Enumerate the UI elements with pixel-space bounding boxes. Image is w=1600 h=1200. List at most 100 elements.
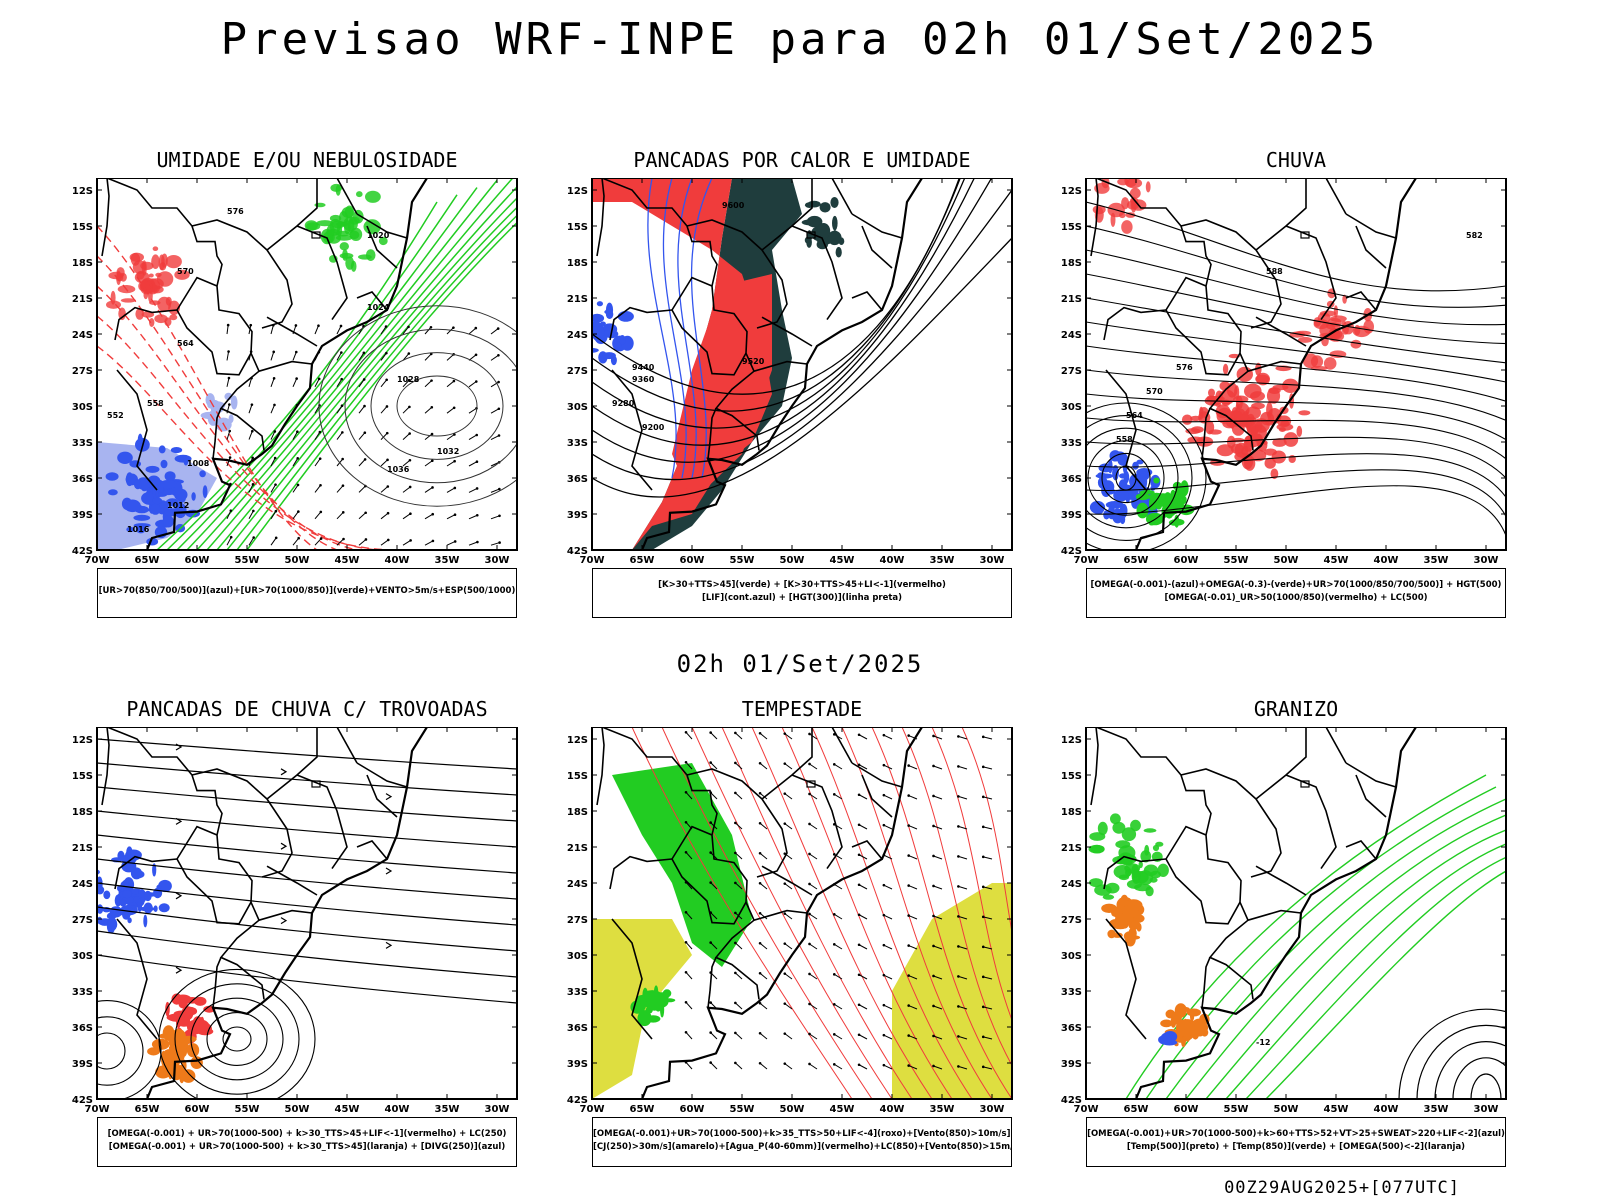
wind850-vector-head [783, 1002, 787, 1005]
wind850-vector-head [981, 1065, 985, 1069]
border-line [596, 178, 605, 257]
wind-vector [490, 542, 500, 546]
streamline-loop [206, 1012, 268, 1066]
wind-vector-head [474, 353, 478, 357]
border-line [671, 309, 747, 376]
wind850-vector-head [808, 882, 811, 886]
wind850-vector-head [857, 853, 861, 857]
wind850-vector [958, 1065, 968, 1070]
lat-tick-label: 30S [72, 951, 93, 962]
streamline [1086, 225, 1506, 308]
wind-vector-head [452, 406, 456, 410]
wind-vector-head [452, 326, 455, 329]
wind850-vector-head [734, 1031, 737, 1035]
wind-vector [380, 352, 387, 361]
wind-vector-head [229, 535, 233, 539]
lat-tick-label: 36S [567, 1023, 588, 1034]
wind-vector [490, 435, 500, 441]
wind-vector [402, 459, 411, 467]
wind-vector-head [497, 434, 501, 437]
lc850-contour [961, 727, 1012, 936]
wind-vector-head [386, 458, 389, 462]
wind-vector-head [274, 483, 277, 486]
streamline [97, 882, 517, 926]
wind-vector-head [341, 511, 345, 514]
wind850-vector [759, 882, 768, 890]
wind850-vector [759, 822, 768, 830]
wind850-vector [685, 881, 693, 890]
wind850-vector [834, 883, 843, 890]
wind850-vector [759, 732, 768, 740]
wind850-vector [908, 765, 918, 770]
wind-vector-head [273, 403, 276, 407]
wind-vector-head [317, 324, 320, 327]
wind850-vector [908, 1035, 918, 1040]
lon-tick-label: 45W [335, 1104, 360, 1115]
wind-vector-head [497, 380, 500, 384]
wind850-vector-head [758, 851, 762, 855]
wind-vector-head [364, 511, 367, 515]
lon-tick-label: 65W [630, 1104, 655, 1115]
border-line [356, 840, 388, 860]
border-line [1095, 727, 1254, 1000]
border-line [212, 441, 216, 459]
wind-vector [490, 354, 499, 361]
wind-vector [292, 537, 300, 546]
contour-label: 570 [177, 267, 194, 276]
wind-vector [314, 458, 321, 467]
wind-vector-head [384, 325, 388, 328]
lon-tick-label: 30W [485, 555, 510, 566]
wind850-vector [834, 1033, 843, 1040]
lon-tick-label: 65W [135, 1104, 160, 1115]
wind850-vector [784, 943, 793, 950]
streamline [1086, 321, 1506, 383]
wind850-vector-head [932, 854, 935, 858]
border-line [601, 178, 760, 451]
wind850-vector-head [783, 1062, 787, 1065]
wind850-vector-head [832, 913, 836, 916]
wind850-vector-head [981, 975, 985, 979]
wind850-vector [933, 915, 943, 920]
panel-title-pancadas-trovoadas: PANCADAS DE CHUVA C/ TROVOADAS [126, 697, 488, 721]
contour-label: 1016 [127, 525, 150, 534]
wind850-vector [834, 973, 843, 980]
wind850-vector-head [808, 912, 811, 916]
wind850-vector-head [907, 824, 910, 827]
wind850-vector [883, 794, 893, 800]
wind850-vector-head [734, 941, 737, 945]
wind-vector [380, 432, 388, 440]
wind850-vector-head [932, 1004, 935, 1008]
hgt500-contour [1086, 415, 1193, 541]
wind850-vector [759, 912, 768, 920]
wind850-vector [983, 976, 993, 980]
wind850-vector-head [957, 765, 960, 768]
wind850-vector [759, 1062, 768, 1070]
wind-vector-head [251, 456, 254, 460]
legend-line: [OMEGA(-0.001)-(azul)+OMEGA(-0.3)-(verde… [1090, 580, 1502, 590]
wind850-vector-head [808, 972, 811, 976]
wind850-vector-head [808, 1002, 811, 1006]
wind850-vector [958, 855, 968, 860]
wind-vector [248, 510, 254, 520]
lat-tick-label: 15S [1061, 771, 1082, 782]
border-line [1103, 306, 1167, 341]
border-line [176, 825, 218, 860]
temp850-contour [1225, 843, 1506, 1099]
wind-vector [270, 378, 275, 387]
lc850-contour [631, 727, 853, 1099]
lon-tick-label: 55W [730, 555, 755, 566]
border-line [1203, 957, 1211, 992]
wind850-vector-head [783, 972, 787, 975]
wind-vector-head [295, 377, 298, 380]
wind850-vector [809, 943, 818, 950]
wind-vector-head [319, 537, 323, 540]
streamline [97, 810, 517, 848]
humidity-contour-green [186, 179, 498, 550]
wind850-vector-head [957, 855, 960, 858]
temp850-contour [1145, 786, 1497, 1099]
lat-tick-label: 15S [72, 222, 93, 233]
lon-tick-label: 45W [1324, 555, 1349, 566]
map-frame [591, 178, 1013, 551]
wind850-vector-head [957, 1065, 960, 1068]
wind-vector-head [409, 512, 412, 515]
